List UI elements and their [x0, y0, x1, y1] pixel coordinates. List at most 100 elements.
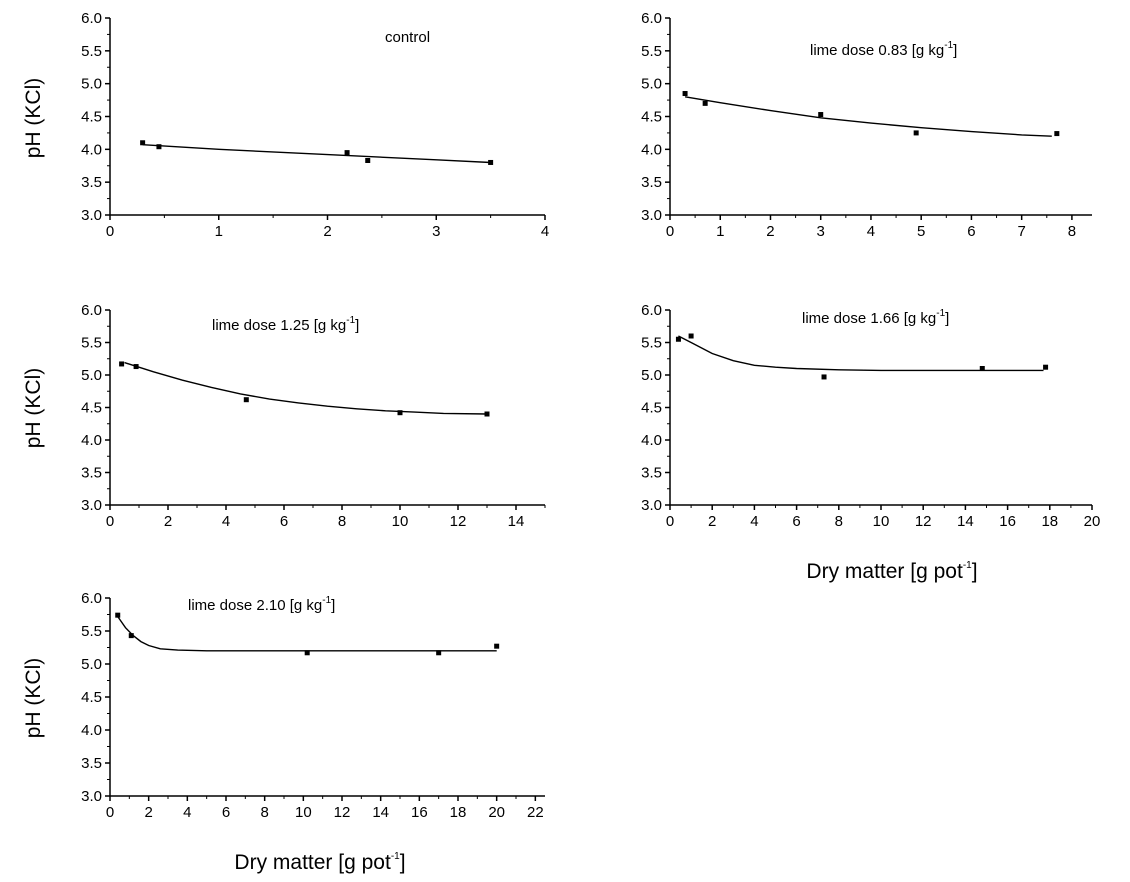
- y-tick-label: 5.0: [81, 367, 102, 384]
- panel-title-text: control: [385, 29, 430, 46]
- data-point: [488, 159, 494, 165]
- x-tick-label: 6: [792, 513, 800, 530]
- y-axis-label: pH (KCl): [22, 368, 45, 449]
- y-tick-label: 5.0: [81, 656, 102, 673]
- data-point: [913, 130, 919, 136]
- x-tick-label: 8: [1068, 223, 1076, 240]
- panel-title-superscript: -1: [936, 308, 945, 319]
- fit-curve: [684, 96, 1052, 137]
- x-tick-label: 5: [917, 223, 925, 240]
- fit-curve: [678, 335, 1044, 372]
- data-point: [1054, 131, 1060, 137]
- fit-curve: [142, 144, 491, 164]
- x-tick-label: 0: [666, 513, 674, 530]
- panel-title-close: ]: [355, 317, 359, 334]
- data-point: [140, 140, 146, 146]
- y-tick-label: 3.5: [81, 755, 102, 772]
- y-tick-label: 4.0: [81, 141, 102, 158]
- data-point: [818, 112, 824, 118]
- panel-title: lime dose 0.83 [g kg-1]: [810, 40, 957, 59]
- x-tick-label: 4: [183, 804, 191, 821]
- panel-title-text: lime dose 1.66 [g kg: [802, 310, 936, 327]
- x-tick-label: 1: [716, 223, 724, 240]
- x-tick-label: 6: [967, 223, 975, 240]
- x-tick-label: 4: [541, 223, 549, 240]
- panel-title-superscript: -1: [322, 595, 331, 606]
- data-point: [821, 374, 827, 380]
- x-tick-label: 8: [338, 513, 346, 530]
- data-point: [484, 411, 490, 417]
- data-point: [494, 643, 500, 649]
- x-tick-label: 2: [144, 804, 152, 821]
- data-point: [133, 364, 139, 370]
- y-tick-label: 4.5: [81, 109, 102, 126]
- y-axis-label: pH (KCl): [22, 78, 45, 159]
- y-tick-label: 4.0: [81, 432, 102, 449]
- x-tick-label: 8: [835, 513, 843, 530]
- y-tick-label: 5.5: [641, 43, 662, 60]
- y-tick-label: 4.5: [641, 109, 662, 126]
- y-tick-label: 4.0: [81, 722, 102, 739]
- y-tick-label: 6.0: [641, 302, 662, 319]
- panel-title-close: ]: [953, 42, 957, 59]
- chart-panel-1: 3.0 3.5 4.0 4.5 5.0 5.5 6.0 0 1 2 3 4 control pH (KCl…: [22, 10, 549, 240]
- x-tick-label: 8: [260, 804, 268, 821]
- x-tick-label: 10: [295, 804, 312, 821]
- x-tick-label: 4: [750, 513, 758, 530]
- data-point: [365, 157, 371, 163]
- x-tick-label: 10: [873, 513, 890, 530]
- x-tick-label: 12: [915, 513, 932, 530]
- x-tick-label: 14: [957, 513, 974, 530]
- x-tick-label: 18: [450, 804, 467, 821]
- x-axis-label-text: Dry matter [g pot: [234, 851, 391, 874]
- data-point: [344, 150, 350, 156]
- x-axis-label-superscript: -1: [391, 851, 400, 862]
- x-tick-label: 2: [708, 513, 716, 530]
- y-tick-label: 3.5: [641, 465, 662, 482]
- y-tick-label: 4.5: [81, 689, 102, 706]
- data-point: [682, 91, 688, 97]
- x-tick-label: 14: [508, 513, 525, 530]
- panel-title: lime dose 2.10 [g kg-1]: [188, 595, 335, 614]
- y-tick-label: 4.5: [641, 400, 662, 417]
- x-tick-label: 12: [334, 804, 351, 821]
- y-tick-label: 3.5: [81, 174, 102, 191]
- panel-title-superscript: -1: [944, 40, 953, 51]
- x-tick-label: 14: [372, 804, 389, 821]
- y-tick-label: 5.5: [81, 43, 102, 60]
- panel-title-close: ]: [331, 597, 335, 614]
- panel-title-close: ]: [945, 310, 949, 327]
- data-point: [397, 410, 403, 416]
- fit-curve: [117, 616, 497, 652]
- x-axis-label-text: Dry matter [g pot: [806, 560, 963, 583]
- y-tick-label: 3.0: [81, 497, 102, 514]
- x-axis-label-superscript: -1: [963, 560, 972, 571]
- x-tick-label: 6: [280, 513, 288, 530]
- y-tick-label: 3.5: [81, 465, 102, 482]
- x-tick-label: 22: [527, 804, 544, 821]
- data-point: [436, 650, 442, 656]
- x-tick-label: 10: [392, 513, 409, 530]
- panel-title-text: lime dose 0.83 [g kg: [810, 42, 944, 59]
- x-axis-label: Dry matter [g pot-1]: [806, 560, 977, 583]
- x-tick-label: 1: [215, 223, 223, 240]
- x-tick-label: 6: [222, 804, 230, 821]
- panel-title-text: lime dose 1.25 [g kg: [212, 317, 346, 334]
- data-point: [119, 361, 125, 367]
- y-tick-label: 5.0: [641, 367, 662, 384]
- data-point: [688, 333, 694, 339]
- x-tick-label: 4: [867, 223, 875, 240]
- y-tick-label: 4.0: [641, 432, 662, 449]
- data-point: [1043, 364, 1049, 370]
- panel-title: lime dose 1.25 [g kg-1]: [212, 315, 359, 334]
- panel-title-superscript: -1: [346, 315, 355, 326]
- x-axis-label-close: ]: [972, 560, 978, 583]
- panel-title-text: lime dose 2.10 [g kg: [188, 597, 322, 614]
- chart-panel-2: 3.0 3.5 4.0 4.5 5.0 5.5 6.0 0 1 2 3 4 5 6 7 8 lime dose …: [641, 10, 1092, 240]
- x-tick-label: 3: [432, 223, 440, 240]
- x-tick-label: 0: [106, 223, 114, 240]
- panel-title: control: [385, 29, 430, 46]
- x-tick-label: 0: [106, 513, 114, 530]
- panel-title: lime dose 1.66 [g kg-1]: [802, 308, 949, 327]
- x-tick-label: 7: [1017, 223, 1025, 240]
